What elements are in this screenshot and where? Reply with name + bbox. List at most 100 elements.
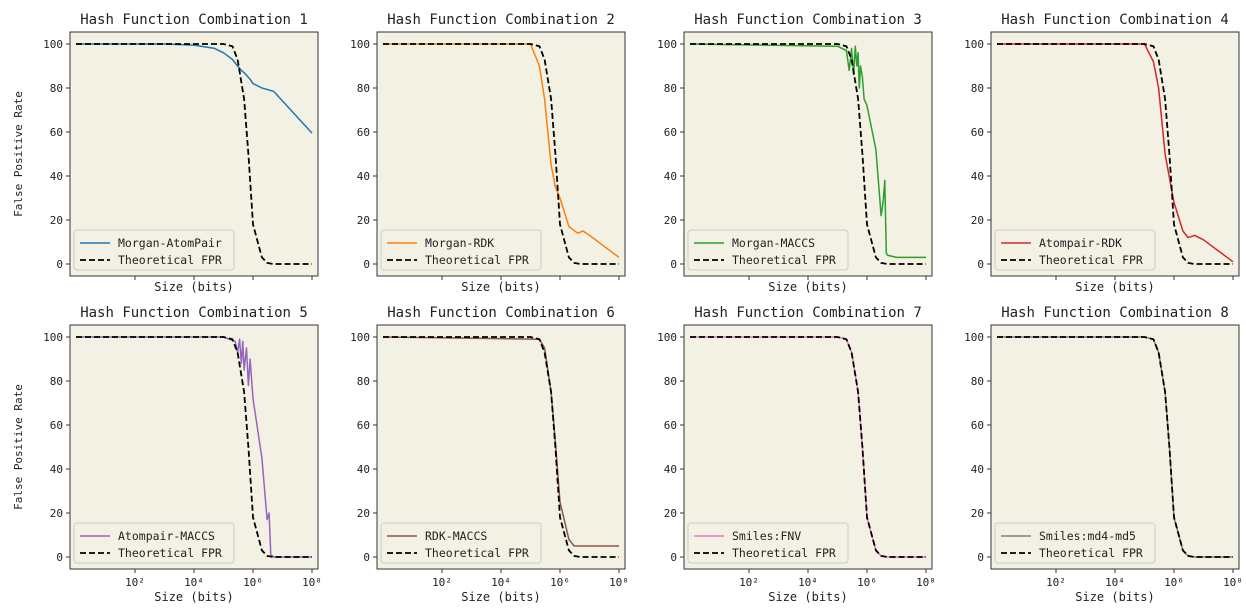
- y-tick-label: 40: [357, 170, 370, 183]
- plot-frame: [69, 31, 319, 277]
- x-tick-label: 10²: [125, 576, 145, 589]
- y-tick-label: 20: [357, 507, 370, 520]
- x-tick-label: 10²: [1046, 576, 1066, 589]
- y-tick-label: 60: [50, 419, 63, 432]
- y-tick-label: 20: [971, 507, 984, 520]
- series-line: [76, 43, 313, 134]
- y-tick-label: 60: [664, 419, 677, 432]
- theoretical-fpr-line: [690, 336, 926, 558]
- theoretical-fpr-line: [690, 43, 926, 265]
- y-tick-label: 0: [977, 551, 984, 564]
- y-tick-label: 20: [50, 214, 63, 227]
- subplot-5: Hash Function Combination 5 0 20 40 60 80 100 1…: [12, 305, 322, 604]
- y-tick-label: 80: [50, 82, 63, 95]
- x-axis-label: Size (bits): [154, 280, 233, 294]
- plot-frame: [683, 324, 933, 570]
- legend-label: Theoretical FPR: [118, 546, 222, 560]
- subplot-title: Hash Function Combination 2: [387, 12, 615, 28]
- theoretical-fpr-line: [997, 336, 1233, 558]
- legend: Morgan-MACCS Theoretical FPR: [687, 229, 849, 271]
- y-tick-label: 60: [971, 419, 984, 432]
- y-tick-label: 80: [971, 375, 984, 388]
- legend-label: Theoretical FPR: [1039, 253, 1143, 267]
- y-tick-label: 20: [971, 214, 984, 227]
- y-tick-label: 100: [43, 331, 63, 344]
- y-axis-label: False Positive Rate: [12, 384, 25, 510]
- legend-label: Theoretical FPR: [118, 253, 222, 267]
- y-axis-label: False Positive Rate: [12, 91, 25, 217]
- x-tick-label: 10⁴: [1105, 576, 1125, 589]
- legend-label: Smiles:FNV: [732, 529, 801, 543]
- legend-label: Atompair-MACCS: [118, 529, 215, 543]
- y-tick-label: 100: [43, 38, 63, 51]
- y-tick-label: 40: [971, 170, 984, 183]
- x-tick-label: 10⁴: [798, 576, 818, 589]
- y-tick-label: 60: [50, 126, 63, 139]
- x-axis-label: Size (bits): [461, 280, 540, 294]
- y-tick-label: 100: [350, 331, 370, 344]
- y-tick-label: 100: [657, 38, 677, 51]
- x-tick-label: 10⁶: [243, 576, 263, 589]
- legend-box: [380, 522, 542, 564]
- subplot-2: Hash Function Combination 2 0 20 40 60 80 100 S…: [350, 12, 626, 294]
- theoretical-fpr-line: [383, 43, 619, 265]
- x-tick-label: 10⁶: [550, 576, 570, 589]
- x-tick-label: 10⁸: [609, 576, 629, 589]
- legend-box: [994, 522, 1156, 564]
- y-tick-label: 40: [50, 463, 63, 476]
- y-tick-label: 20: [664, 214, 677, 227]
- y-tick-label: 60: [357, 419, 370, 432]
- theoretical-fpr-line: [997, 43, 1233, 265]
- subplot-title: Hash Function Combination 4: [1001, 12, 1229, 28]
- legend-box: [73, 229, 235, 271]
- legend: Smiles:FNV Theoretical FPR: [687, 522, 849, 564]
- legend-label: Atompair-RDK: [1039, 236, 1122, 250]
- legend-label: Morgan-RDK: [425, 236, 494, 250]
- legend-label: RDK-MACCS: [425, 529, 487, 543]
- x-axis-label: Size (bits): [768, 590, 847, 604]
- y-tick-label: 100: [657, 331, 677, 344]
- subplot-title: Hash Function Combination 8: [1001, 305, 1229, 321]
- y-tick-label: 0: [670, 551, 677, 564]
- y-tick-label: 80: [664, 375, 677, 388]
- legend-box: [380, 229, 542, 271]
- x-tick-label: 10⁸: [916, 576, 936, 589]
- y-tick-label: 40: [971, 463, 984, 476]
- y-tick-label: 0: [56, 258, 63, 271]
- plot-frame: [69, 324, 319, 570]
- y-tick-label: 80: [664, 82, 677, 95]
- x-tick-label: 10⁸: [302, 576, 322, 589]
- x-tick-label: 10⁶: [1164, 576, 1184, 589]
- x-axis-label: Size (bits): [1075, 590, 1154, 604]
- y-tick-label: 80: [971, 82, 984, 95]
- series-line: [689, 43, 926, 259]
- legend-box: [687, 229, 849, 271]
- theoretical-fpr-line: [76, 43, 312, 265]
- y-tick-label: 40: [357, 463, 370, 476]
- theoretical-fpr-line: [76, 336, 312, 558]
- legend-label: Theoretical FPR: [732, 253, 836, 267]
- legend-label: Theoretical FPR: [425, 546, 529, 560]
- x-tick-label: 10⁴: [184, 576, 204, 589]
- y-tick-label: 60: [357, 126, 370, 139]
- series-line: [76, 336, 312, 558]
- legend-label: Morgan-AtomPair: [118, 236, 222, 250]
- legend-label: Smiles:md4-md5: [1039, 529, 1136, 543]
- subplot-title: Hash Function Combination 5: [80, 305, 308, 321]
- y-tick-label: 40: [664, 170, 677, 183]
- y-tick-label: 100: [964, 331, 984, 344]
- legend: Atompair-MACCS Theoretical FPR: [73, 522, 235, 564]
- theoretical-fpr-line: [383, 336, 619, 558]
- legend-label: Morgan-MACCS: [732, 236, 815, 250]
- y-tick-label: 0: [363, 551, 370, 564]
- y-tick-label: 0: [363, 258, 370, 271]
- y-tick-label: 0: [977, 258, 984, 271]
- legend-box: [687, 522, 849, 564]
- legend-box: [994, 229, 1156, 271]
- subplot-1: Hash Function Combination 1 0 20 40 60 80 100 S…: [12, 12, 319, 294]
- y-tick-label: 0: [56, 551, 63, 564]
- legend-label: Theoretical FPR: [732, 546, 836, 560]
- subplot-title: Hash Function Combination 6: [387, 305, 615, 321]
- y-tick-label: 20: [357, 214, 370, 227]
- x-axis-label: Size (bits): [768, 280, 847, 294]
